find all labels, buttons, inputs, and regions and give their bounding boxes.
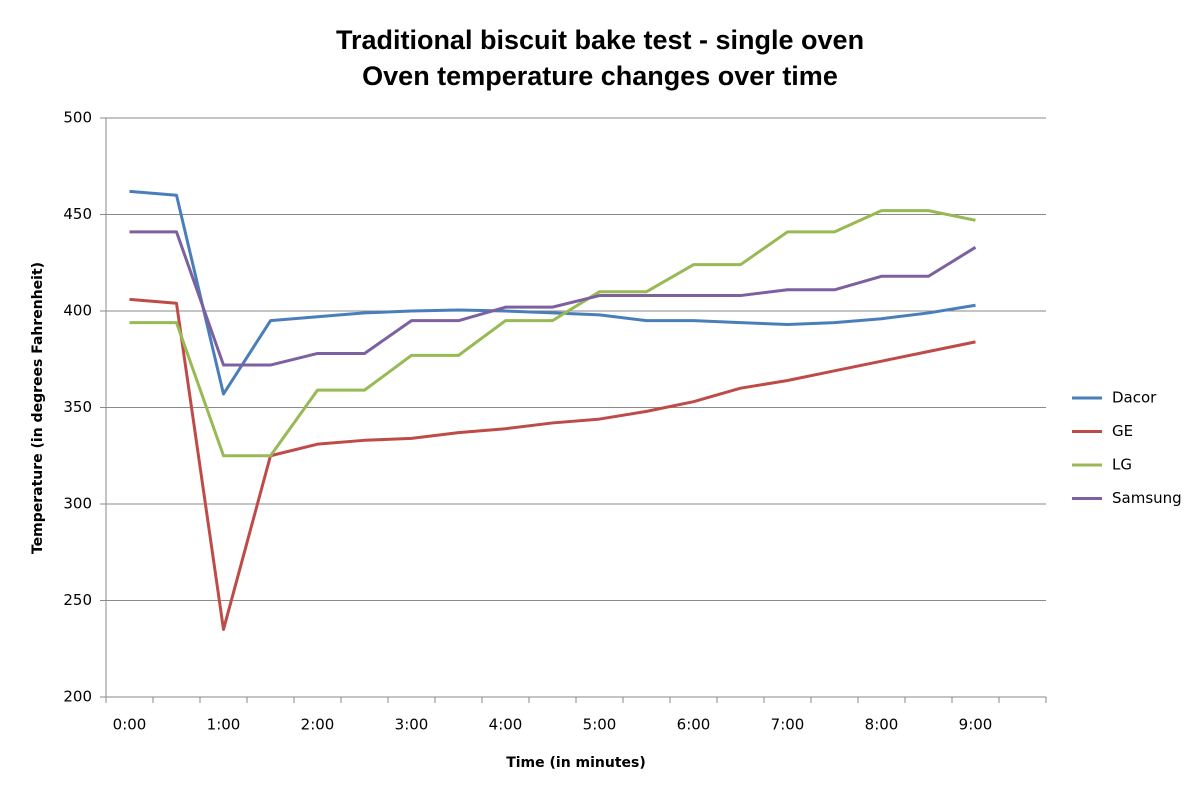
x-tick-label: 1:00 [207, 716, 241, 734]
x-tick-label: 4:00 [489, 716, 523, 734]
x-tick-label: 0:00 [113, 716, 147, 734]
y-tick-label: 450 [63, 205, 92, 223]
y-tick-label: 300 [63, 495, 92, 513]
x-tick-label: 5:00 [583, 716, 617, 734]
x-tick-label: 6:00 [677, 716, 711, 734]
series-line [129, 209, 976, 458]
legend-label: GE [1112, 422, 1133, 440]
x-tick-label: 7:00 [771, 716, 805, 734]
x-tick-label: 2:00 [301, 716, 335, 734]
legend-label: Samsung [1112, 489, 1182, 507]
legend-label: Dacor [1112, 389, 1157, 407]
y-tick-label: 500 [63, 109, 92, 127]
y-axis-title: Temperature (in degrees Fahrenheit) [30, 262, 46, 554]
chart-title: Traditional biscuit bake test - single o… [336, 25, 864, 55]
legend-label: LG [1112, 456, 1132, 474]
x-tick-label: 3:00 [395, 716, 429, 734]
x-axis-title: Time (in minutes) [506, 755, 646, 771]
y-tick-label: 200 [63, 688, 92, 706]
x-tick-label: 8:00 [865, 716, 899, 734]
series-line [129, 297, 976, 631]
chart-subtitle: Oven temperature changes over time [362, 61, 838, 91]
y-tick-label: 350 [63, 398, 92, 416]
series-line [129, 189, 976, 396]
series-line [129, 230, 977, 367]
x-tick-label: 9:00 [959, 716, 993, 734]
y-tick-label: 250 [63, 591, 92, 609]
y-tick-label: 400 [63, 302, 92, 320]
